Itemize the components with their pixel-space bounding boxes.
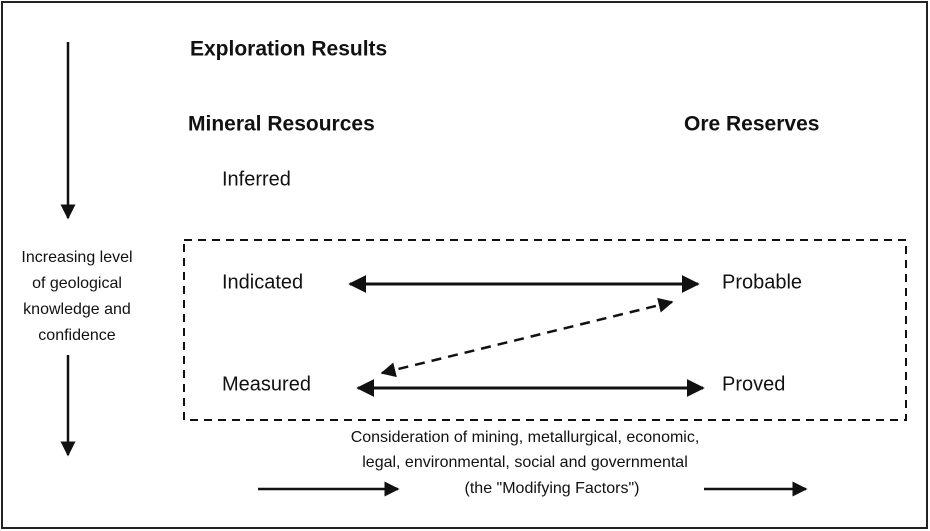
column-left: Mineral Resources <box>188 113 375 136</box>
dashed-arrow <box>380 297 674 378</box>
dashed-box <box>183 239 907 421</box>
node: Measured <box>222 373 311 395</box>
footer: (the "Modifying Factors") <box>465 480 640 497</box>
footer: Consideration of mining, metallurgical, … <box>351 429 700 446</box>
side-label: of geological <box>32 275 122 292</box>
side-label: confidence <box>38 327 115 344</box>
node: Inferred <box>222 168 291 190</box>
footer: legal, environmental, social and governm… <box>362 454 688 471</box>
node: Probable <box>722 271 802 293</box>
node: Indicated <box>222 271 303 293</box>
node: Proved <box>722 373 785 395</box>
side-label: Increasing level <box>21 249 132 266</box>
title: Exploration Results <box>190 38 387 61</box>
column-right: Ore Reserves <box>684 113 819 136</box>
side-label: knowledge and <box>23 301 131 318</box>
